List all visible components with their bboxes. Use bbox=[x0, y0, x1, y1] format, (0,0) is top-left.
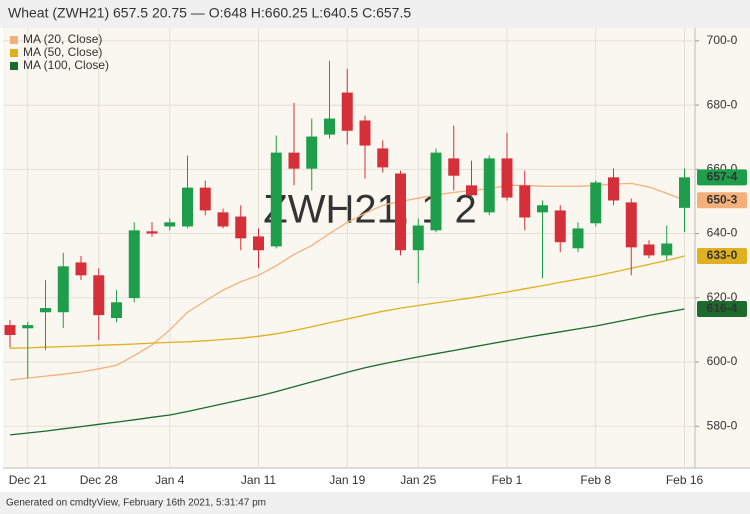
candle-body bbox=[679, 177, 690, 208]
candle-body bbox=[519, 185, 531, 218]
candle-body bbox=[217, 212, 229, 227]
legend-swatch bbox=[10, 36, 18, 44]
candle-body bbox=[572, 228, 584, 249]
candle-body bbox=[483, 158, 495, 213]
candle-body bbox=[235, 216, 247, 239]
candle-body bbox=[75, 262, 87, 276]
candle-body bbox=[128, 230, 140, 299]
candle-body bbox=[324, 118, 335, 135]
candle-body bbox=[306, 136, 318, 169]
candle-body bbox=[643, 244, 655, 256]
x-tick-label: Jan 4 bbox=[155, 473, 185, 487]
x-tick-label: Dec 21 bbox=[9, 473, 47, 487]
y-tick-label: 700-0 bbox=[707, 33, 738, 47]
candle-body bbox=[57, 266, 69, 313]
x-tick-label: Jan 19 bbox=[329, 473, 365, 487]
ma-line bbox=[9, 182, 685, 381]
candle-body bbox=[625, 202, 637, 248]
y-tick-label: 600-0 bbox=[707, 354, 738, 368]
candle-body bbox=[554, 210, 566, 243]
last-value-box bbox=[697, 248, 747, 265]
legend-label: MA (100, Close) bbox=[23, 58, 109, 72]
y-tick-label: 680-0 bbox=[707, 97, 738, 111]
candle-body bbox=[448, 158, 460, 176]
candle-body bbox=[359, 120, 371, 146]
x-tick-label: Dec 28 bbox=[80, 473, 118, 487]
candle-body bbox=[182, 187, 193, 227]
candle-body bbox=[253, 236, 264, 251]
legend-label: MA (50, Close) bbox=[23, 45, 102, 59]
candle-body bbox=[590, 182, 602, 224]
last-value-label: 657-4 bbox=[707, 170, 738, 184]
ma-line bbox=[9, 255, 685, 349]
y-tick-label: 580-0 bbox=[707, 418, 738, 432]
candle-body bbox=[288, 152, 300, 169]
legend-swatch bbox=[10, 62, 18, 70]
legend-swatch bbox=[10, 49, 18, 57]
legend-label: MA (20, Close) bbox=[23, 32, 102, 46]
last-value-label: 633-0 bbox=[707, 248, 738, 262]
title-bar bbox=[0, 0, 750, 28]
x-tick-label: Jan 11 bbox=[241, 473, 276, 487]
y-axis-area bbox=[695, 28, 750, 468]
candle-body bbox=[430, 152, 442, 231]
y-tick-label: 620-0 bbox=[707, 290, 738, 304]
candle-body bbox=[199, 187, 211, 211]
candle-body bbox=[395, 173, 406, 251]
x-tick-label: Feb 8 bbox=[580, 473, 611, 487]
candle-body bbox=[501, 158, 513, 198]
candle-body bbox=[4, 325, 16, 336]
chart-title: Wheat (ZWH21) 657.5 20.75 — O:648 H:660.… bbox=[8, 5, 411, 21]
candle-body bbox=[466, 185, 477, 196]
candle-body bbox=[22, 325, 34, 329]
ma-line bbox=[9, 308, 685, 436]
x-tick-label: Feb 16 bbox=[666, 473, 704, 487]
last-value-box bbox=[697, 301, 747, 318]
candle-body bbox=[341, 92, 353, 131]
candle-body bbox=[608, 177, 619, 201]
candle-body bbox=[164, 222, 176, 227]
footer-bar bbox=[0, 492, 750, 514]
candle-body bbox=[93, 275, 105, 316]
last-value-label: 616-4 bbox=[707, 301, 738, 315]
candle-body bbox=[661, 243, 673, 256]
candle-body bbox=[111, 302, 122, 319]
candle-body bbox=[537, 205, 548, 213]
last-value-box bbox=[697, 192, 747, 209]
x-tick-label: Feb 1 bbox=[492, 473, 523, 487]
candle-body bbox=[270, 152, 282, 247]
last-value-label: 650-3 bbox=[707, 192, 738, 206]
candle-body bbox=[40, 308, 51, 313]
last-value-box bbox=[697, 169, 747, 186]
x-tick-label: Jan 25 bbox=[400, 473, 436, 487]
candle-body bbox=[377, 148, 389, 168]
footer: Generated on cmdtyView, February 16th 20… bbox=[6, 498, 266, 509]
candle-body bbox=[146, 231, 158, 234]
candle-body bbox=[412, 225, 424, 251]
y-tick-label: 640-0 bbox=[707, 226, 738, 240]
